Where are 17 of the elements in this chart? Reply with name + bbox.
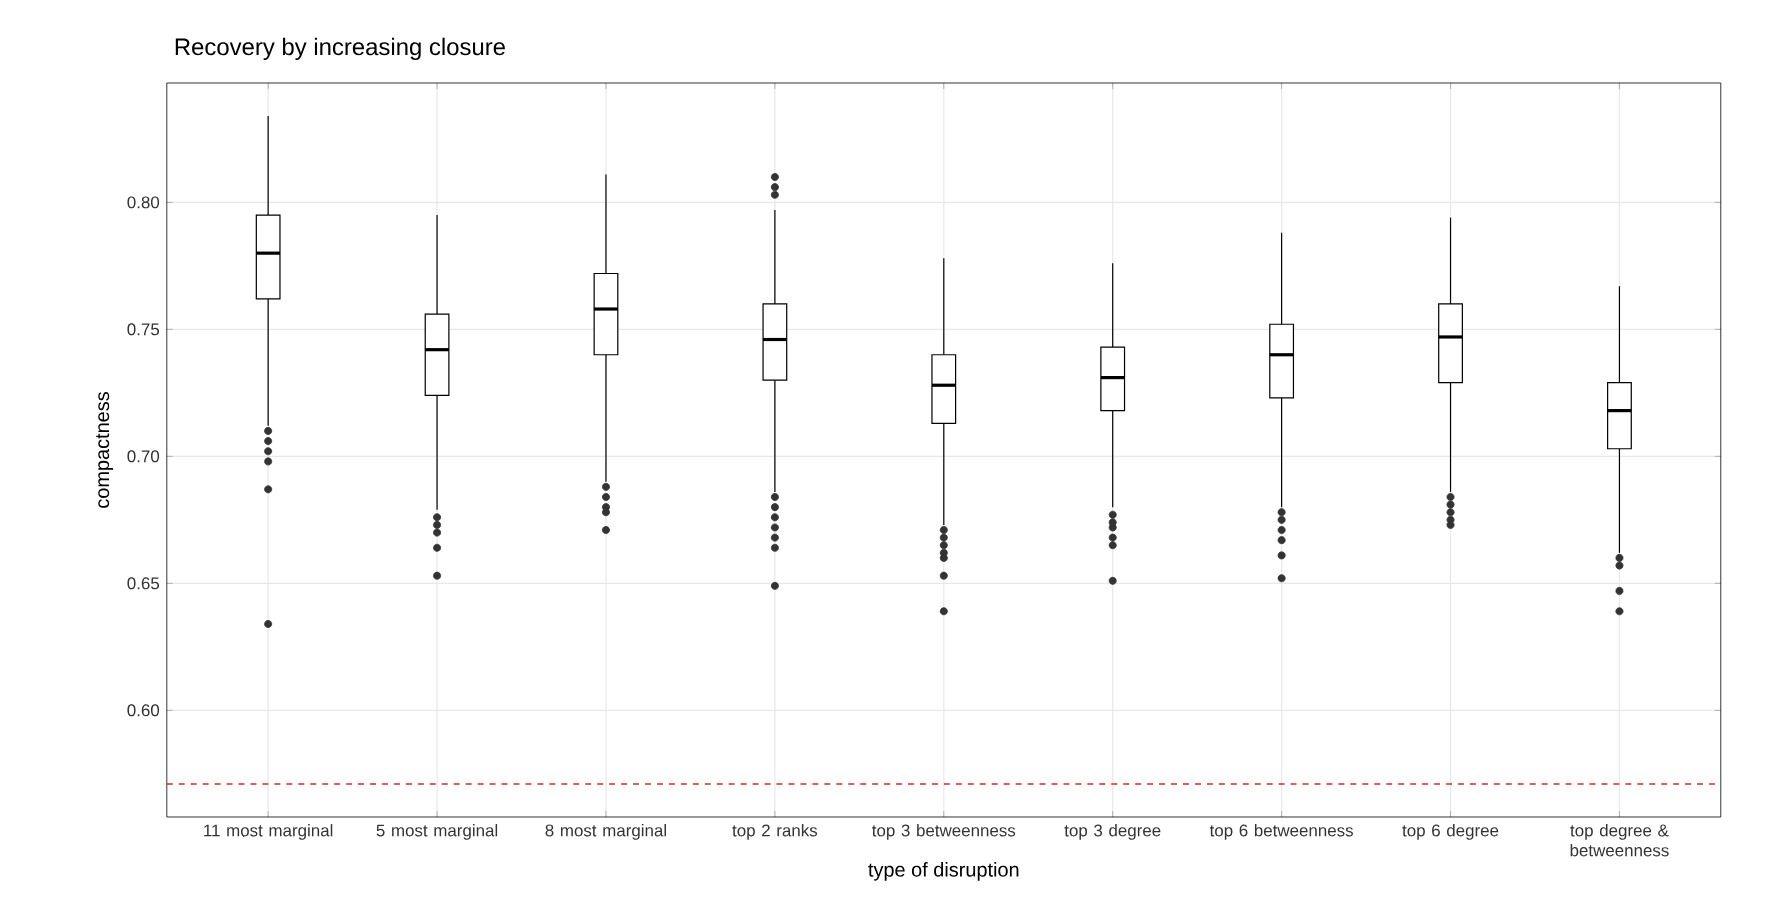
y-tick-label: 0.75 <box>127 323 160 336</box>
y-tick-label: 0.70 <box>127 450 160 463</box>
x-tick-label: 8 most marginal <box>545 824 666 840</box>
y-tick-label: 0.60 <box>127 704 160 717</box>
chart-title: Recovery by increasing closure <box>175 37 505 60</box>
y-tick-label: 0.65 <box>127 577 160 590</box>
y-axis-title: compactness <box>96 392 114 508</box>
x-tick-label: top degree & betweenness <box>1570 824 1669 857</box>
x-tick-label: top 6 betweenness <box>1209 824 1353 840</box>
x-tick-label: top 6 degree <box>1402 824 1499 840</box>
x-tick-label: top 2 ranks <box>732 824 818 840</box>
x-axis-title: type of disruption <box>868 862 1019 881</box>
y-tick-label: 0.80 <box>127 196 160 209</box>
x-tick-label: top 3 degree <box>1064 824 1161 840</box>
x-tick-label: 11 most marginal <box>204 824 333 840</box>
x-tick-label: 5 most marginal <box>376 824 498 840</box>
x-tick-label: top 3 betweenness <box>872 824 1016 840</box>
